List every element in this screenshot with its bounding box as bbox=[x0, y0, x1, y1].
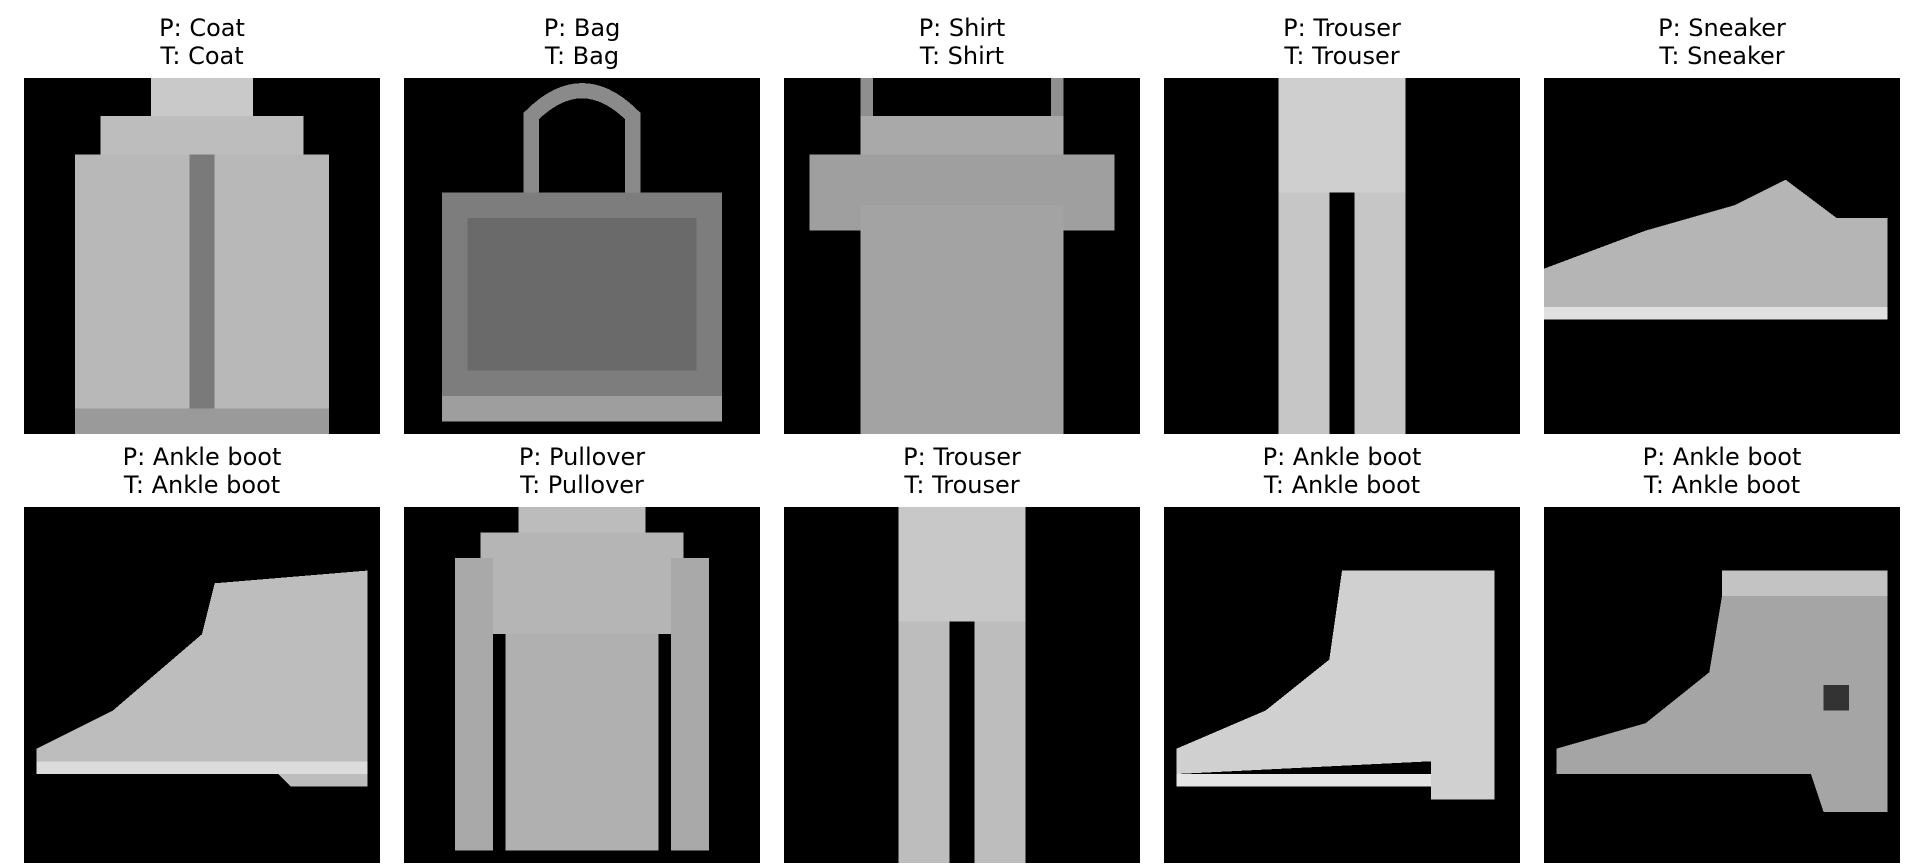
garment-silhouette bbox=[860, 78, 873, 117]
garment-silhouette bbox=[505, 634, 659, 851]
predicted-label: P: Shirt bbox=[918, 14, 1006, 42]
cell-title: P: Sneaker T: Sneaker bbox=[1544, 14, 1900, 70]
cell-title: P: Trouser T: Trouser bbox=[1164, 14, 1520, 70]
trouser-image bbox=[1164, 78, 1520, 434]
predicted-label: P: Pullover bbox=[518, 443, 646, 471]
predicted-label: P: Coat bbox=[159, 14, 245, 42]
predicted-label: P: Sneaker bbox=[1658, 14, 1786, 42]
true-label: T: Coat bbox=[160, 42, 244, 70]
garment-silhouette bbox=[518, 507, 646, 533]
ankle-boot-image bbox=[24, 507, 380, 863]
garment-silhouette bbox=[454, 557, 493, 851]
trouser-image bbox=[784, 507, 1140, 863]
cell-title: P: Coat T: Coat bbox=[24, 14, 380, 70]
shirt-image bbox=[784, 78, 1140, 434]
garment-silhouette bbox=[1278, 78, 1406, 193]
garment-silhouette bbox=[860, 205, 1064, 434]
garment-silhouette bbox=[1176, 774, 1431, 787]
true-label: T: Ankle boot bbox=[123, 471, 281, 499]
predicted-label: P: Bag bbox=[543, 14, 621, 42]
garment-silhouette bbox=[1051, 78, 1064, 117]
true-label: T: Trouser bbox=[904, 471, 1020, 499]
predicted-label: P: Ankle boot bbox=[122, 443, 282, 471]
sneaker-image bbox=[1544, 78, 1900, 434]
garment-silhouette bbox=[442, 395, 722, 422]
garment-silhouette bbox=[523, 83, 641, 206]
true-label: T: Sneaker bbox=[1659, 42, 1785, 70]
garment-silhouette bbox=[1823, 685, 1850, 711]
garment-silhouette bbox=[189, 154, 215, 422]
cell-title: P: Bag T: Bag bbox=[404, 14, 760, 70]
true-label: T: Shirt bbox=[919, 42, 1005, 70]
garment-silhouette bbox=[898, 507, 1026, 622]
predicted-label: P: Trouser bbox=[1283, 14, 1401, 42]
garment-silhouette bbox=[1544, 179, 1888, 320]
true-label: T: Ankle boot bbox=[1643, 471, 1801, 499]
garment-silhouette bbox=[1556, 596, 1888, 813]
true-label: T: Bag bbox=[544, 42, 620, 70]
cell-title: P: Pullover T: Pullover bbox=[404, 443, 760, 499]
predicted-label: P: Ankle boot bbox=[1642, 443, 1802, 471]
cell-title: P: Ankle boot T: Ankle boot bbox=[1544, 443, 1900, 499]
pullover-image bbox=[404, 507, 760, 863]
garment-silhouette bbox=[974, 621, 1026, 863]
true-label: T: Pullover bbox=[520, 471, 644, 499]
coat-image bbox=[24, 78, 380, 434]
garment-silhouette bbox=[1544, 306, 1888, 320]
true-label: T: Ankle boot bbox=[1263, 471, 1421, 499]
predicted-label: P: Ankle boot bbox=[1262, 443, 1422, 471]
cell-title: P: Trouser T: Trouser bbox=[784, 443, 1140, 499]
garment-silhouette bbox=[480, 532, 684, 635]
garment-silhouette bbox=[36, 761, 368, 774]
garment-silhouette bbox=[1278, 192, 1330, 434]
garment-silhouette bbox=[671, 557, 710, 851]
predicted-label: P: Trouser bbox=[903, 443, 1021, 471]
ankle-boot-image bbox=[1544, 507, 1900, 863]
garment-silhouette bbox=[36, 570, 368, 787]
cell-title: P: Ankle boot T: Ankle boot bbox=[1164, 443, 1520, 499]
bag-image bbox=[404, 78, 760, 434]
garment-silhouette bbox=[1354, 192, 1406, 434]
cell-title: P: Ankle boot T: Ankle boot bbox=[24, 443, 380, 499]
garment-silhouette bbox=[898, 621, 950, 863]
garment-silhouette bbox=[151, 78, 253, 117]
garment-silhouette bbox=[100, 116, 304, 155]
garment-silhouette bbox=[467, 217, 697, 371]
true-label: T: Trouser bbox=[1284, 42, 1400, 70]
garment-silhouette bbox=[74, 408, 330, 434]
cell-title: P: Shirt T: Shirt bbox=[784, 14, 1140, 70]
garment-silhouette bbox=[1176, 570, 1495, 800]
ankle-boot-image bbox=[1164, 507, 1520, 863]
